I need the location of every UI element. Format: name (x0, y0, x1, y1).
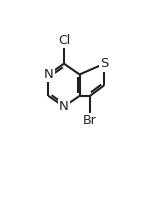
Text: N: N (44, 68, 53, 81)
Text: N: N (59, 100, 69, 113)
Text: Cl: Cl (58, 34, 70, 47)
Text: Br: Br (83, 114, 97, 127)
Text: S: S (100, 57, 109, 70)
